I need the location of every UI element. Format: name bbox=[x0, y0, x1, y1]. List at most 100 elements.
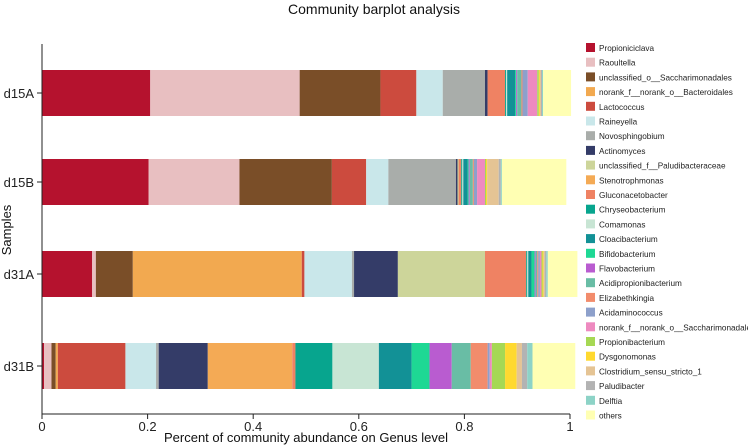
bar-segment-d15A-15 bbox=[516, 70, 518, 116]
legend-swatch bbox=[586, 263, 595, 273]
legend-label: Raineyella bbox=[599, 118, 638, 127]
bar-segment-d31B-15 bbox=[429, 343, 452, 389]
legend-label: Cloacibacterium bbox=[599, 235, 658, 244]
bar-segment-d31A-11 bbox=[526, 251, 528, 297]
bar-segment-d31B-6 bbox=[156, 343, 159, 389]
legend-swatch bbox=[586, 101, 595, 111]
legend-swatch bbox=[586, 307, 595, 317]
bar-segment-d31A-6 bbox=[351, 251, 355, 297]
bar-segment-d31B-11 bbox=[295, 343, 333, 389]
x-tick-label: 0.4 bbox=[244, 419, 262, 434]
bar-segment-d31A-21 bbox=[542, 251, 544, 297]
legend-label: Flavobacterium bbox=[599, 265, 655, 274]
bar-segment-d15A-11 bbox=[505, 70, 507, 116]
legend-swatch bbox=[586, 219, 595, 229]
legend-label: Novosphingobium bbox=[599, 132, 665, 141]
legend-label: Chryseobacterium bbox=[599, 206, 666, 215]
bar-segment-d15B-20 bbox=[484, 159, 487, 205]
bar-segment-d15A-17 bbox=[521, 70, 523, 116]
bar-segment-d15B-17 bbox=[472, 159, 474, 205]
legend-swatch bbox=[586, 204, 595, 214]
y-tick-label: d31A bbox=[4, 267, 35, 282]
x-tick-label: 0.6 bbox=[350, 419, 368, 434]
bar-segment-d15B-0 bbox=[42, 159, 149, 205]
bar-segment-d15A-14 bbox=[515, 70, 517, 116]
bar-segment-d31A-14 bbox=[531, 251, 535, 297]
legend-label: Clostridium_sensu_stricto_1 bbox=[599, 367, 702, 376]
legend-label: Propionibacterium bbox=[599, 338, 665, 347]
legend-swatch bbox=[586, 292, 595, 302]
bar-segment-d15A-25 bbox=[543, 70, 572, 116]
bar-segment-d15B-10 bbox=[458, 159, 462, 205]
y-axis-title: Samples bbox=[0, 204, 14, 255]
bar-segment-d15B-7 bbox=[455, 159, 458, 205]
legend-label: Stenotrophmonas bbox=[599, 176, 664, 185]
bar-segment-d15A-16 bbox=[517, 70, 522, 116]
bar-segment-d15A-2 bbox=[299, 70, 381, 116]
bar-segment-d31A-13 bbox=[528, 251, 532, 297]
bar-segment-d31B-4 bbox=[57, 343, 126, 389]
x-tick-label: 0.2 bbox=[139, 419, 157, 434]
legend-swatch bbox=[586, 43, 595, 52]
bar-segment-d31B-14 bbox=[411, 343, 430, 389]
bar-segment-d15B-15 bbox=[468, 159, 470, 205]
legend-label: Lactococcus bbox=[599, 103, 645, 112]
y-tick-label: d15B bbox=[4, 175, 34, 190]
x-tick-label: 1 bbox=[566, 419, 573, 434]
bar-segment-d15A-21 bbox=[538, 70, 540, 116]
legend-label: unclassified_f__Paludibacteraceae bbox=[599, 162, 726, 171]
bar-segment-d31B-12 bbox=[332, 343, 379, 389]
x-tick-label: 0.8 bbox=[455, 419, 473, 434]
bar-segment-d31A-25 bbox=[547, 251, 578, 297]
bar-segment-d31B-16 bbox=[451, 343, 471, 389]
bar-segment-d15A-19 bbox=[527, 70, 538, 116]
bar-segment-d31A-7 bbox=[354, 251, 398, 297]
bar-segment-d31B-18 bbox=[487, 343, 490, 389]
bar-segment-d15A-12 bbox=[506, 70, 508, 116]
bar-segment-d31A-1 bbox=[92, 251, 96, 297]
bar-segment-d15B-5 bbox=[366, 159, 389, 205]
legend-label: norank_f__norank_o__Saccharimonadales bbox=[599, 323, 748, 332]
bar-segment-d31B-9 bbox=[207, 343, 293, 389]
bar-segment-d15B-11 bbox=[461, 159, 463, 205]
bar-segment-d15B-16 bbox=[469, 159, 473, 205]
legend-label: Propioniciclava bbox=[599, 44, 655, 53]
legend-label: Bifidobacterium bbox=[599, 250, 656, 259]
bar-segment-d31B-23 bbox=[521, 343, 528, 389]
bar-segment-d31A-0 bbox=[42, 251, 93, 297]
bar-segment-d15B-21 bbox=[486, 159, 488, 205]
y-tick-label: d31B bbox=[4, 359, 34, 374]
y-ticks-group: d15A d15B d31A d31B bbox=[4, 86, 42, 374]
bar-segment-d15B-14 bbox=[467, 159, 469, 205]
legend-label: Actinomyces bbox=[599, 147, 645, 156]
legend-swatch bbox=[586, 160, 595, 170]
chart-title: Community barplot analysis bbox=[288, 1, 460, 17]
bar-segment-d31B-19 bbox=[489, 343, 492, 389]
bar-segment-d31B-5 bbox=[125, 343, 157, 389]
legend-swatch bbox=[586, 322, 595, 332]
bar-segment-d31A-17 bbox=[537, 251, 539, 297]
bar-segment-d31A-4 bbox=[301, 251, 305, 297]
bar-segment-d15B-24 bbox=[500, 159, 502, 205]
bar-segment-d31A-22 bbox=[543, 251, 545, 297]
legend-label: Acidaminococcus bbox=[599, 309, 663, 318]
legend-label: Paludibacter bbox=[599, 382, 645, 391]
bar-segment-d15B-1 bbox=[148, 159, 240, 205]
bar-segment-d31B-21 bbox=[505, 343, 517, 389]
legend-swatch bbox=[586, 395, 595, 405]
bar-segment-d31B-20 bbox=[491, 343, 506, 389]
bar-segment-d31A-5 bbox=[304, 251, 352, 297]
bar-segment-d31B-0 bbox=[42, 343, 45, 389]
legend-label: Delftia bbox=[599, 397, 623, 406]
legend-swatch bbox=[586, 116, 595, 126]
bar-segment-d15B-2 bbox=[239, 159, 332, 205]
x-tick-label: 0 bbox=[38, 419, 45, 434]
bar-segment-d31A-3 bbox=[132, 251, 302, 297]
legend-label: norank_f__norank_o__Bacteroidales bbox=[599, 88, 733, 97]
legend-swatch bbox=[586, 381, 595, 391]
bar-segment-d15B-13 bbox=[463, 159, 468, 205]
x-axis-title: Percent of community abundance on Genus … bbox=[164, 430, 448, 445]
bar-segment-d15A-7 bbox=[484, 70, 488, 116]
bar-segment-d31A-24 bbox=[546, 251, 548, 297]
